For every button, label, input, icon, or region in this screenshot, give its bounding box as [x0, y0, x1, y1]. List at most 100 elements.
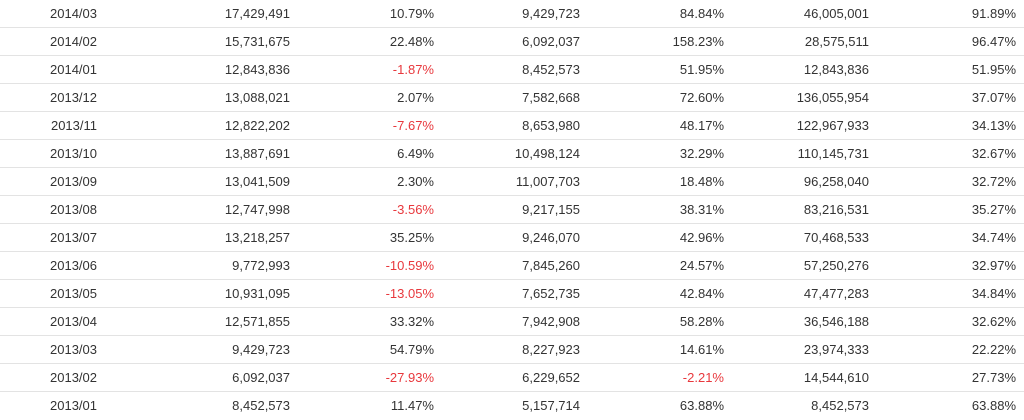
period-cell: 2014/01 [0, 55, 97, 84]
table-row: 2013/08 12,747,998 -3.56% 9,217,155 38.31% 83… [0, 195, 1024, 224]
change-a-cell: 2.30% [290, 167, 434, 196]
change-c-cell: 32.62% [869, 307, 1016, 336]
period-cell: 2013/11 [0, 111, 97, 140]
row-spacer [1016, 279, 1024, 308]
period-cell: 2014/02 [0, 27, 97, 56]
change-b-cell: 58.28% [580, 307, 724, 336]
row-spacer [1016, 0, 1024, 28]
row-spacer [1016, 195, 1024, 224]
table-row: 2013/01 8,452,573 11.47% 5,157,714 63.88% 8,4… [0, 392, 1024, 420]
value-c-cell: 122,967,933 [724, 111, 869, 140]
period-cell: 2013/05 [0, 279, 97, 308]
value-b-cell: 10,498,124 [434, 139, 580, 168]
change-b-cell: 158.23% [580, 27, 724, 56]
change-a-cell: -3.56% [290, 195, 434, 224]
table-row: 2013/07 13,218,257 35.25% 9,246,070 42.96% 70… [0, 223, 1024, 252]
value-c-cell: 14,544,610 [724, 363, 869, 392]
value-b-cell: 7,652,735 [434, 279, 580, 308]
change-a-cell: -13.05% [290, 279, 434, 308]
value-b-cell: 7,942,908 [434, 307, 580, 336]
period-cell: 2013/12 [0, 83, 97, 112]
value-a-cell: 6,092,037 [97, 363, 290, 392]
change-c-cell: 32.97% [869, 251, 1016, 280]
value-b-cell: 8,653,980 [434, 111, 580, 140]
value-b-cell: 11,007,703 [434, 167, 580, 196]
value-c-cell: 70,468,533 [724, 223, 869, 252]
table-row: 2013/03 9,429,723 54.79% 8,227,923 14.61% 23,… [0, 335, 1024, 364]
table-row: 2013/04 12,571,855 33.32% 7,942,908 58.28% 36… [0, 307, 1024, 336]
period-cell: 2013/04 [0, 307, 97, 336]
change-b-cell: 42.96% [580, 223, 724, 252]
value-c-cell: 36,546,188 [724, 307, 869, 336]
table-row: 2013/11 12,822,202 -7.67% 8,653,980 48.17% 12… [0, 111, 1024, 140]
change-a-cell: 11.47% [390, 398, 434, 413]
change-a-cell: 33.32% [290, 307, 434, 336]
change-c-cell: 22.22% [869, 335, 1016, 364]
value-a-cell: 17,429,491 [97, 0, 290, 28]
row-spacer [1016, 251, 1024, 280]
value-a-cell: 12,571,855 [97, 307, 290, 336]
value-c-cell: 23,974,333 [724, 335, 869, 364]
change-b-cell: 51.95% [580, 55, 724, 84]
value-c-cell: 46,005,001 [724, 0, 869, 28]
row-spacer [1016, 55, 1024, 84]
period-cell: 2013/10 [0, 139, 97, 168]
change-a-cell: 22.48% [290, 27, 434, 56]
change-c-cell: 35.27% [869, 195, 1016, 224]
change-c-cell: 27.73% [869, 363, 1016, 392]
value-c-cell: 12,843,836 [724, 55, 869, 84]
row-spacer [1016, 307, 1024, 336]
change-b-cell: 32.29% [580, 139, 724, 168]
change-b-cell: 42.84% [580, 279, 724, 308]
change-c-cell: 51.95% [869, 55, 1016, 84]
row-spacer [1016, 223, 1024, 252]
change-c-cell: 37.07% [869, 83, 1016, 112]
row-spacer [1016, 392, 1024, 420]
change-c-cell: 34.74% [869, 223, 1016, 252]
change-b-cell: 72.60% [580, 83, 724, 112]
row-spacer [1016, 335, 1024, 364]
change-c-cell: 34.84% [869, 279, 1016, 308]
row-spacer [1016, 83, 1024, 112]
period-cell: 2014/03 [0, 0, 97, 28]
value-b-cell: 9,429,723 [434, 0, 580, 28]
change-b-cell: 48.17% [580, 111, 724, 140]
value-b-cell: 8,452,573 [434, 55, 580, 84]
change-a-cell: 35.25% [290, 223, 434, 252]
change-b-cell: 14.61% [580, 335, 724, 364]
row-spacer [1016, 111, 1024, 140]
change-a-cell: -7.67% [290, 111, 434, 140]
value-b-cell: 9,217,155 [434, 195, 580, 224]
change-b-cell: 24.57% [580, 251, 724, 280]
period-cell: 2013/06 [0, 251, 97, 280]
change-b-cell: -2.21% [580, 363, 724, 392]
change-a-cell: -1.87% [290, 55, 434, 84]
table-row: 2013/12 13,088,021 2.07% 7,582,668 72.60% 136… [0, 83, 1024, 112]
value-c-cell: 110,145,731 [724, 139, 869, 168]
period-cell: 2013/03 [0, 335, 97, 364]
value-a-cell: 9,772,993 [97, 251, 290, 280]
table-row: 2013/10 13,887,691 6.49% 10,498,124 32.29% 11… [0, 139, 1024, 168]
row-spacer [1016, 167, 1024, 196]
table-row: 2013/06 9,772,993 -10.59% 7,845,260 24.57% 57… [0, 251, 1024, 280]
table-row: 2013/09 13,041,509 2.30% 11,007,703 18.48% 96… [0, 167, 1024, 196]
change-c-cell: 63.88% [971, 398, 1016, 413]
table-row: 2014/03 17,429,491 10.79% 9,429,723 84.84% 46… [0, 0, 1024, 28]
table-row: 2014/01 12,843,836 -1.87% 8,452,573 51.95% 12… [0, 55, 1024, 84]
value-a-cell: 10,931,095 [97, 279, 290, 308]
value-a-cell: 15,731,675 [97, 27, 290, 56]
value-a-cell: 13,887,691 [97, 139, 290, 168]
value-b-cell: 6,229,652 [434, 363, 580, 392]
value-b-cell: 7,845,260 [434, 251, 580, 280]
value-c-cell: 96,258,040 [724, 167, 869, 196]
change-c-cell: 34.13% [869, 111, 1016, 140]
change-a-cell: 54.79% [290, 335, 434, 364]
value-b-cell: 5,157,714 [522, 398, 580, 413]
value-c-cell: 57,250,276 [724, 251, 869, 280]
change-c-cell: 91.89% [869, 0, 1016, 28]
value-b-cell: 7,582,668 [434, 83, 580, 112]
value-b-cell: 6,092,037 [434, 27, 580, 56]
period-cell: 2013/07 [0, 223, 97, 252]
